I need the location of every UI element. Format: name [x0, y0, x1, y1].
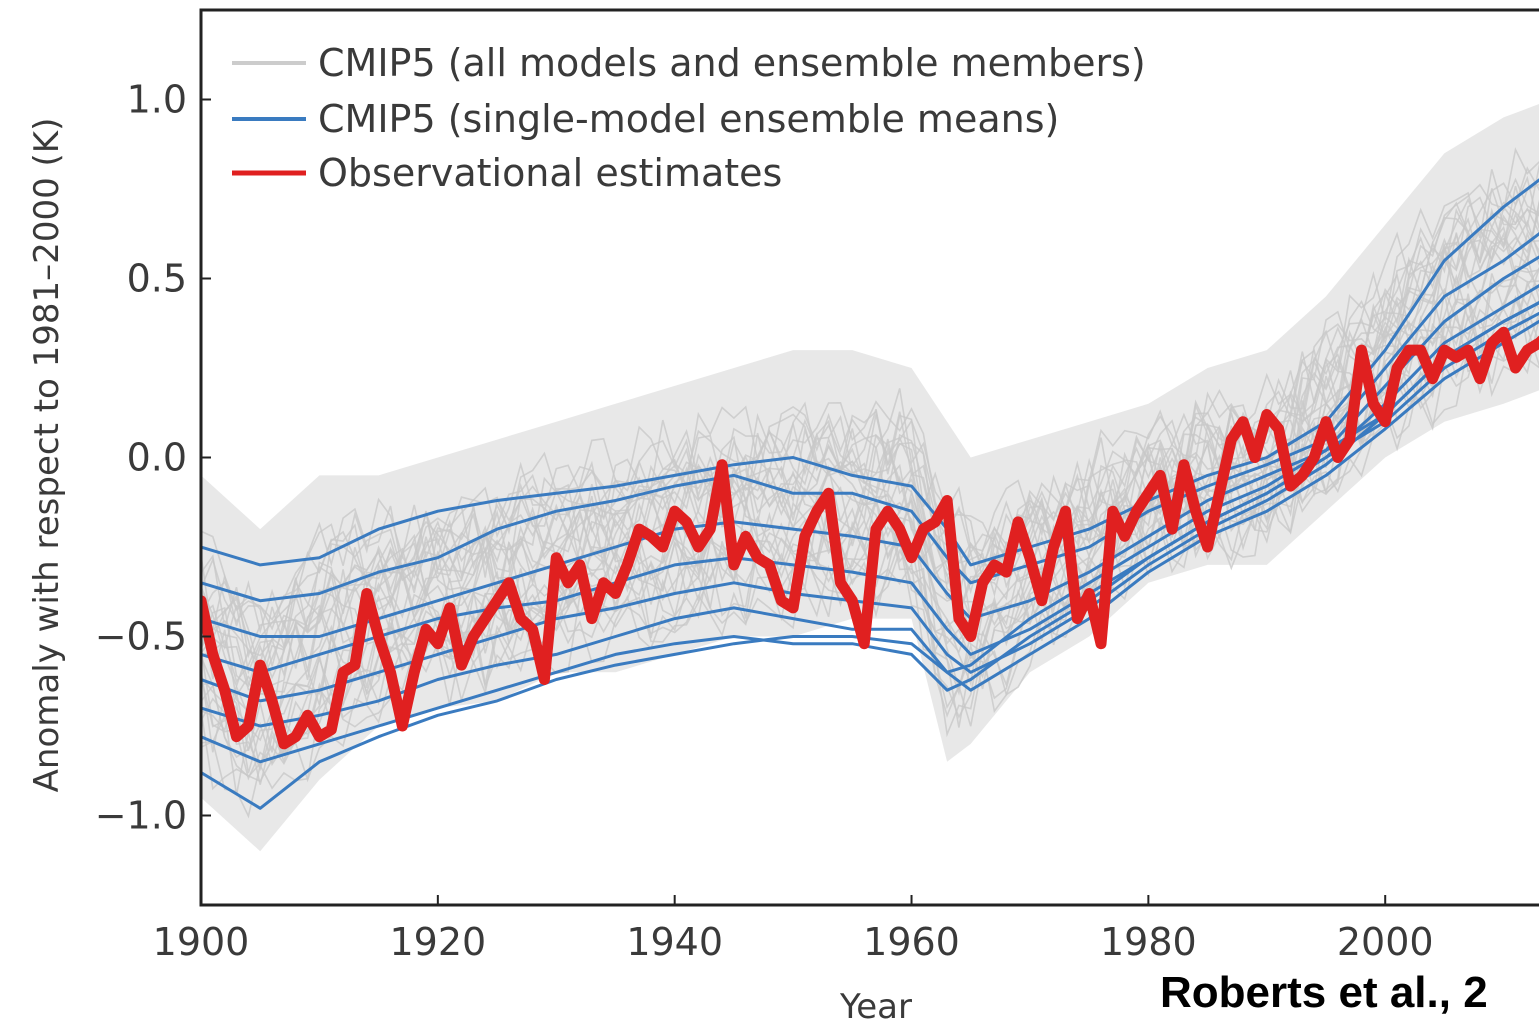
model-member-line	[201, 268, 1539, 769]
legend-label-observations: Observational estimates	[318, 151, 782, 195]
x-axis-title: Year	[839, 987, 912, 1026]
x-tick-label: 2000	[1337, 920, 1434, 964]
x-tick-label: 1960	[863, 920, 960, 964]
model-member-line	[201, 185, 1539, 668]
x-tick-label: 1940	[626, 920, 723, 964]
x-tick-label: 1980	[1100, 920, 1197, 964]
citation-credit: Roberts et al., 2	[1160, 968, 1488, 1017]
model-member-line	[201, 166, 1539, 635]
ensemble-mean-line	[201, 311, 1539, 764]
ensemble-mean-line	[201, 301, 1539, 703]
y-tick-label: 0.5	[127, 257, 187, 301]
legend-label-ensemble-means: CMIP5 (single-model ensemble means)	[318, 97, 1059, 141]
y-tick-label: 1.0	[127, 78, 187, 122]
model-member-line	[201, 177, 1539, 659]
axes-layer: 1900 1920 1940 1960 1980 2000 1.0 0.5 0.0 −0.5 −1.…	[95, 78, 1434, 965]
model-member-line	[201, 175, 1539, 688]
ensemble-mean-line	[201, 301, 1539, 810]
model-member-line	[201, 147, 1539, 623]
y-tick-label: 0.0	[127, 436, 187, 480]
x-tick-label: 1920	[389, 920, 486, 964]
ensemble-mean-line	[201, 231, 1539, 603]
ensemble-mean-line	[201, 319, 1539, 728]
legend: CMIP5 (all models and ensemble members) …	[232, 41, 1146, 195]
observations-layer	[201, 326, 1539, 750]
y-axis-title: Anomaly with respect to 1981–2000 (K)	[27, 118, 67, 793]
observations-line	[201, 326, 1539, 750]
x-tick-label: 1900	[153, 920, 250, 964]
y-tick-label: −1.0	[95, 794, 187, 838]
legend-label-all-models: CMIP5 (all models and ensemble members)	[318, 41, 1146, 85]
y-tick-label: −0.5	[95, 615, 187, 659]
